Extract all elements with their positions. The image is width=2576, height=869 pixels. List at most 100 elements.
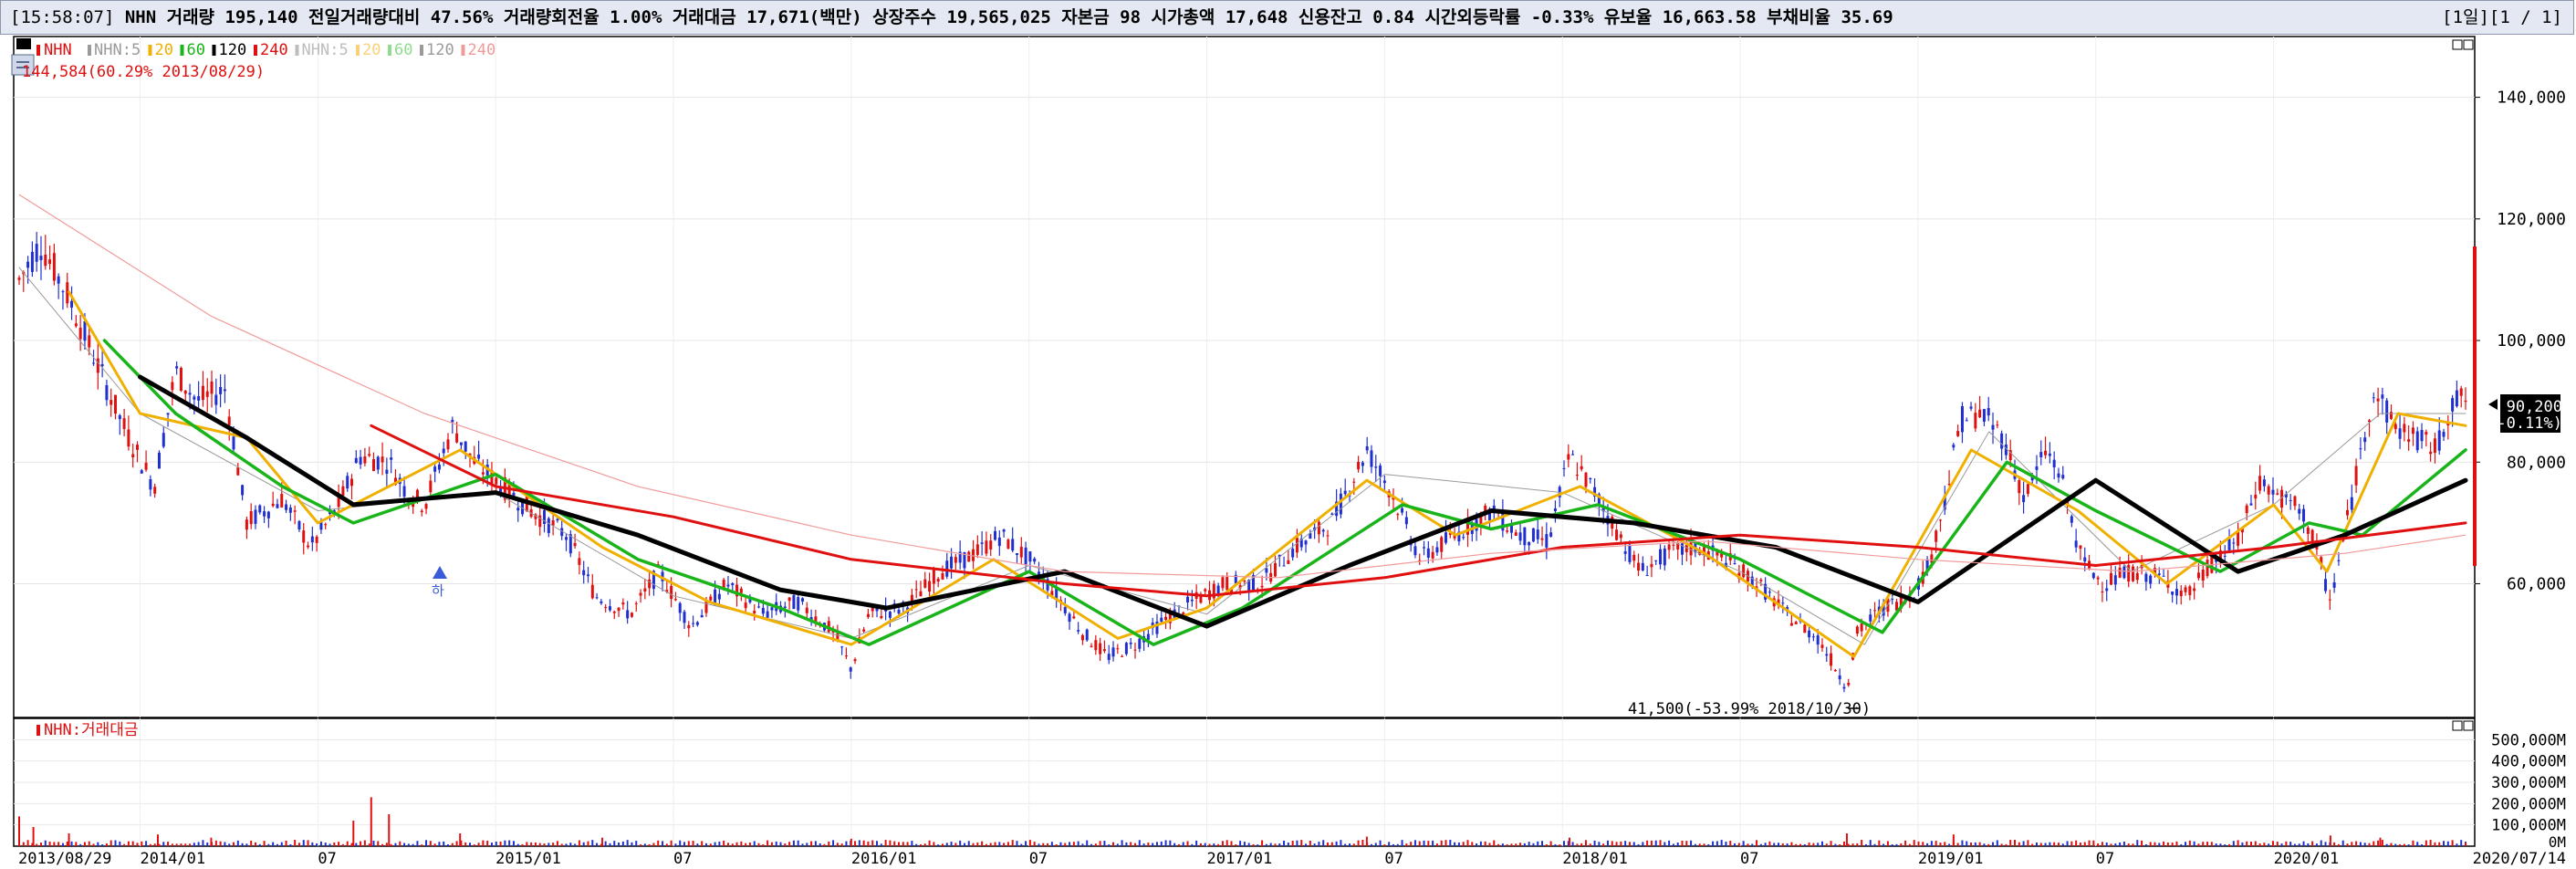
candle-body: [219, 386, 223, 394]
candle-body: [354, 457, 358, 464]
candle-body: [74, 323, 78, 327]
candle-body: [1833, 670, 1837, 672]
date-tick-label: 07: [673, 850, 692, 868]
candle-body: [1803, 624, 1807, 633]
candle-body: [814, 616, 818, 622]
candle-body: [249, 511, 253, 525]
candle-body: [1742, 564, 1746, 578]
candle-body: [2162, 575, 2165, 577]
candle-body: [673, 599, 677, 601]
candle-body: [324, 524, 328, 526]
candle-body: [420, 510, 423, 513]
candle-body: [363, 456, 367, 464]
candle-body: [424, 504, 428, 509]
candle-body: [1291, 549, 1295, 558]
candle-body: [433, 466, 437, 472]
candle-body: [2429, 451, 2433, 455]
candle-body: [2074, 540, 2078, 548]
legend-item: 60: [187, 41, 205, 59]
panel-close-button[interactable]: [2463, 39, 2474, 50]
candle-body: [1514, 532, 1517, 536]
candle-body: [157, 452, 161, 469]
panel-menu-icon[interactable]: [16, 38, 31, 49]
candle-body: [464, 441, 467, 452]
panel-restore-button[interactable]: [2452, 39, 2463, 50]
candle-body: [1540, 538, 1544, 540]
candle-body: [1794, 622, 1798, 624]
candle-body: [1545, 534, 1549, 548]
legend-moving-averages: NHN:5 20 60 120 240 NHN:5 20 60 120 240: [88, 41, 495, 59]
candle-body: [1072, 616, 1076, 619]
candle-body: [1138, 638, 1142, 649]
candle-body: [30, 251, 34, 272]
candle-body: [359, 456, 362, 465]
candle-body: [2057, 473, 2060, 478]
candle-body: [1423, 547, 1426, 549]
candle-body: [521, 499, 525, 515]
candle-body: [88, 335, 91, 348]
candle-body: [809, 617, 813, 622]
candle-body: [1654, 560, 1658, 561]
candle-body: [2359, 448, 2362, 450]
candle-body: [2149, 575, 2153, 584]
candle-body: [1645, 575, 1649, 577]
candle-body: [1453, 535, 1456, 539]
price-tick-label: 60,000: [2507, 574, 2566, 593]
candle-body: [1593, 487, 1597, 497]
candle-body: [941, 573, 944, 580]
candle-body: [1102, 649, 1106, 652]
candle-body: [2346, 509, 2350, 516]
candle-body: [1702, 547, 1705, 556]
candle-body: [989, 540, 993, 550]
paging-indicator[interactable]: [1일][1 / 1]: [2442, 7, 2562, 27]
candle-body: [2332, 582, 2336, 588]
candle-body: [1221, 577, 1225, 589]
candle-body: [985, 540, 988, 554]
candle-body: [757, 606, 761, 608]
candle-body: [223, 389, 226, 392]
volume-restore-button[interactable]: [2452, 720, 2463, 731]
candle-body: [692, 623, 695, 624]
candle-body: [276, 504, 279, 508]
legend-swatch: [148, 45, 152, 56]
volume-tick-label: 300,000M: [2491, 774, 2566, 792]
candle-body: [232, 436, 235, 450]
candle-body: [2223, 555, 2227, 557]
price-tick-label: 140,000: [2497, 89, 2566, 108]
volume-close-button[interactable]: [2463, 720, 2474, 731]
chart-canvas[interactable]: 60,000 80,000 100,000 120,000 140,000 100,00…: [0, 35, 2576, 869]
candle-body: [2153, 568, 2156, 574]
volume-tick-label: 400,000M: [2491, 753, 2566, 771]
candle-body: [1309, 532, 1312, 539]
candle-body: [648, 579, 652, 589]
candle-body: [1401, 508, 1404, 513]
candle-body: [2091, 572, 2095, 579]
settings-icon[interactable]: [11, 54, 35, 76]
candle-body: [1882, 602, 1885, 616]
candle-body: [1033, 558, 1037, 562]
candle-body: [1676, 542, 1680, 550]
candle-body: [1457, 531, 1461, 542]
candle-body: [1720, 552, 1724, 558]
legend-swatch: [180, 45, 184, 56]
candle-body: [630, 612, 633, 617]
date-tick-label: 2019/01: [1918, 850, 1984, 868]
candle-body: [2004, 445, 2008, 455]
candle-body: [954, 557, 957, 563]
candle-body: [1597, 494, 1601, 507]
candle-body: [1716, 550, 1719, 556]
candle-body: [1584, 472, 1588, 487]
candle-body: [455, 433, 459, 443]
candle-body: [1121, 655, 1124, 657]
candle-body: [866, 613, 870, 617]
candle-body: [2363, 437, 2367, 443]
candle-body: [1225, 577, 1229, 591]
candle-body: [499, 487, 503, 495]
candle-body: [2403, 424, 2406, 433]
candle-body: [2237, 531, 2240, 546]
candle-body: [568, 534, 572, 554]
candle-body: [1216, 585, 1220, 594]
candle-body: [1019, 547, 1023, 558]
status-bar: [15:58:07] NHN 거래량 195,140 전일거래량대비 47.56…: [0, 0, 2574, 35]
candle-body: [2337, 560, 2341, 561]
